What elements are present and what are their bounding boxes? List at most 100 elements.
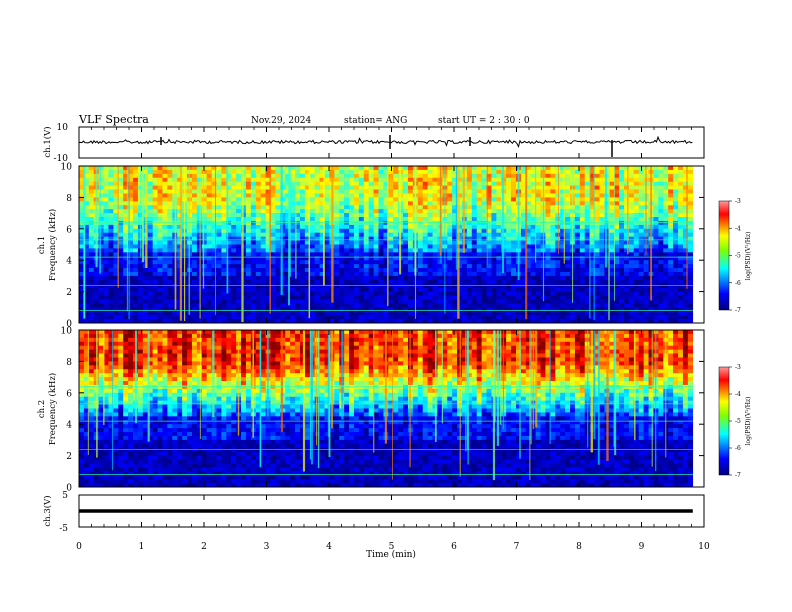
- ch1-spectrogram-cell: [383, 271, 389, 277]
- ch1-spectrogram-cell: [481, 299, 487, 304]
- ch1-spectrogram-cell: [221, 236, 227, 241]
- ch1-spectrogram-cell: [334, 256, 340, 261]
- ch1-spectrogram-cell: [373, 271, 379, 277]
- ch1-spectrogram-cell: [584, 177, 590, 182]
- ch1-spectrogram-cell: [162, 166, 168, 171]
- ch1-spectrogram-cell: [309, 224, 315, 230]
- ch1-spectrogram-cell: [177, 205, 183, 210]
- ch1-spectrogram-cell: [250, 240, 257, 245]
- ch1-spectrogram-cell: [334, 197, 340, 202]
- ch1-spectrogram-cell: [594, 209, 600, 214]
- ch1-spectrogram-cell: [668, 193, 674, 198]
- ch1-spectrogram-cell: [231, 236, 237, 241]
- ch1-spectrogram-cell: [574, 248, 581, 253]
- ch1-spectrogram-cell: [682, 224, 689, 230]
- ch1-spectrogram-cell: [349, 232, 355, 237]
- ch1-spectrogram-cell: [668, 232, 674, 237]
- ch1-spectrogram-cell: [530, 166, 536, 171]
- ch1-spectrogram-cell: [638, 307, 644, 312]
- ch1-spectrogram-cell: [231, 271, 237, 277]
- ch1-spectrogram-cell: [574, 319, 581, 324]
- ch1-spectrogram-cell: [255, 220, 261, 226]
- start-time-label: start UT = 2 : 30 : 0: [438, 116, 530, 126]
- ch1-spectrogram-cell: [388, 181, 394, 186]
- ch1-spectrogram-cell: [457, 185, 463, 190]
- ch1-spectrogram-cell: [344, 275, 350, 281]
- ch1-spectrogram-cell: [560, 209, 566, 214]
- ch1-spectrogram-cell: [344, 185, 350, 190]
- ch1-spectrogram-cell: [574, 275, 581, 281]
- ch1-spectrogram-cell: [545, 252, 551, 257]
- ch1-spectrogram-cell: [682, 228, 689, 234]
- ch1-spectrogram-cell: [152, 209, 158, 214]
- ch1-spectrogram-cell: [619, 283, 625, 288]
- ch1-spectrogram-cell: [142, 275, 149, 281]
- ch1-spectrogram-cell: [579, 275, 586, 281]
- ch1-spectrogram-cell: [589, 287, 595, 292]
- ch1-spectrogram-cell: [530, 185, 536, 190]
- ch1-spectrogram-cell: [191, 279, 198, 285]
- ch1-spectrogram-cell: [584, 260, 590, 265]
- ch1-spectrogram-cell: [427, 236, 433, 241]
- ch1-spectrogram-cell: [594, 311, 600, 316]
- ch1-spectrogram-cell: [98, 228, 104, 234]
- ch1-spectrogram-cell: [579, 260, 586, 265]
- ch1-spectrogram-cell: [628, 287, 635, 292]
- ch1-spectrogram-cell: [353, 213, 360, 218]
- ch1-spectrogram-cell: [476, 283, 482, 288]
- ch1-spectrogram-cell: [466, 232, 473, 237]
- ch1-spectrogram-cell: [624, 173, 630, 179]
- ch1-spectrogram-cell: [334, 220, 340, 226]
- ch1-spectrogram-cell: [128, 205, 134, 210]
- ch1-spectrogram-cell: [103, 228, 109, 234]
- ch1-spectrogram-cell: [334, 209, 340, 214]
- ch1-spectrogram-cell: [407, 299, 414, 304]
- ch1-spectrogram-cell: [334, 213, 340, 218]
- ch1-spectrogram-cell: [152, 275, 158, 281]
- ch1-spectrogram-cell: [525, 213, 532, 218]
- ch1-spectrogram-cell: [231, 256, 237, 261]
- ch1-spectrogram-cell: [265, 256, 271, 261]
- ch1-spectrogram-cell: [682, 209, 689, 214]
- ch1-spectrogram-cell: [373, 299, 379, 304]
- ch1-spectrogram-cell: [530, 256, 536, 261]
- ch1-spectrogram-cell: [457, 303, 463, 308]
- ch1-spectrogram-cell: [579, 173, 586, 179]
- ch1-spectrogram-cell: [476, 295, 482, 300]
- ch1-spectrogram-cell: [673, 220, 679, 226]
- ch1-spectrogram-cell: [83, 217, 90, 222]
- ch1-spectrogram-cell: [403, 205, 409, 210]
- ch1-spectrogram-cell: [157, 205, 163, 210]
- ch1-spectrogram-cell: [368, 271, 374, 277]
- ch1-spectrogram-cell: [486, 260, 492, 265]
- ch1-spectrogram-cell: [245, 189, 252, 194]
- ch1-spectrogram-cell: [162, 228, 168, 234]
- ch1-spectrogram-cell: [388, 291, 394, 296]
- ch1-spectrogram-cell: [437, 311, 443, 316]
- ch1-spectrogram-cell: [515, 319, 522, 324]
- ch1-spectrogram-cell: [128, 315, 134, 320]
- ch1-spectrogram-cell: [668, 248, 674, 253]
- ch1-spectrogram-cell: [511, 213, 517, 218]
- ch1-spectrogram-cell: [123, 299, 129, 304]
- ch1-spectrogram-cell: [452, 275, 458, 281]
- ch1-spectrogram-cell: [614, 213, 620, 218]
- ch1-spectrogram-cell: [319, 256, 325, 261]
- ch1-spectrogram-cell: [280, 244, 286, 249]
- ch1-spectrogram-cell: [417, 228, 423, 234]
- ch1-spectrogram-cell: [79, 224, 85, 230]
- ch1-spectrogram-cell: [432, 279, 438, 285]
- ch1-spectrogram-cell: [118, 260, 124, 265]
- ch1-spectrogram-cell: [295, 232, 301, 237]
- ch1-spectrogram-cell: [201, 185, 207, 190]
- ch1-spectrogram-cell: [265, 311, 271, 316]
- ch1-spectrogram-cell: [147, 185, 153, 190]
- ch1-spectrogram-cell: [83, 189, 90, 194]
- ch1-spectrogram-cell: [658, 315, 664, 320]
- ch1-spectrogram-cell: [344, 177, 350, 182]
- ch1-spectrogram-cell: [432, 268, 438, 273]
- ch1-spectrogram-cell: [196, 220, 203, 226]
- ch1-spectrogram-cell: [407, 315, 414, 320]
- ch1-spectrogram-cell: [147, 264, 153, 269]
- ch1-spectrogram-cell: [93, 319, 99, 324]
